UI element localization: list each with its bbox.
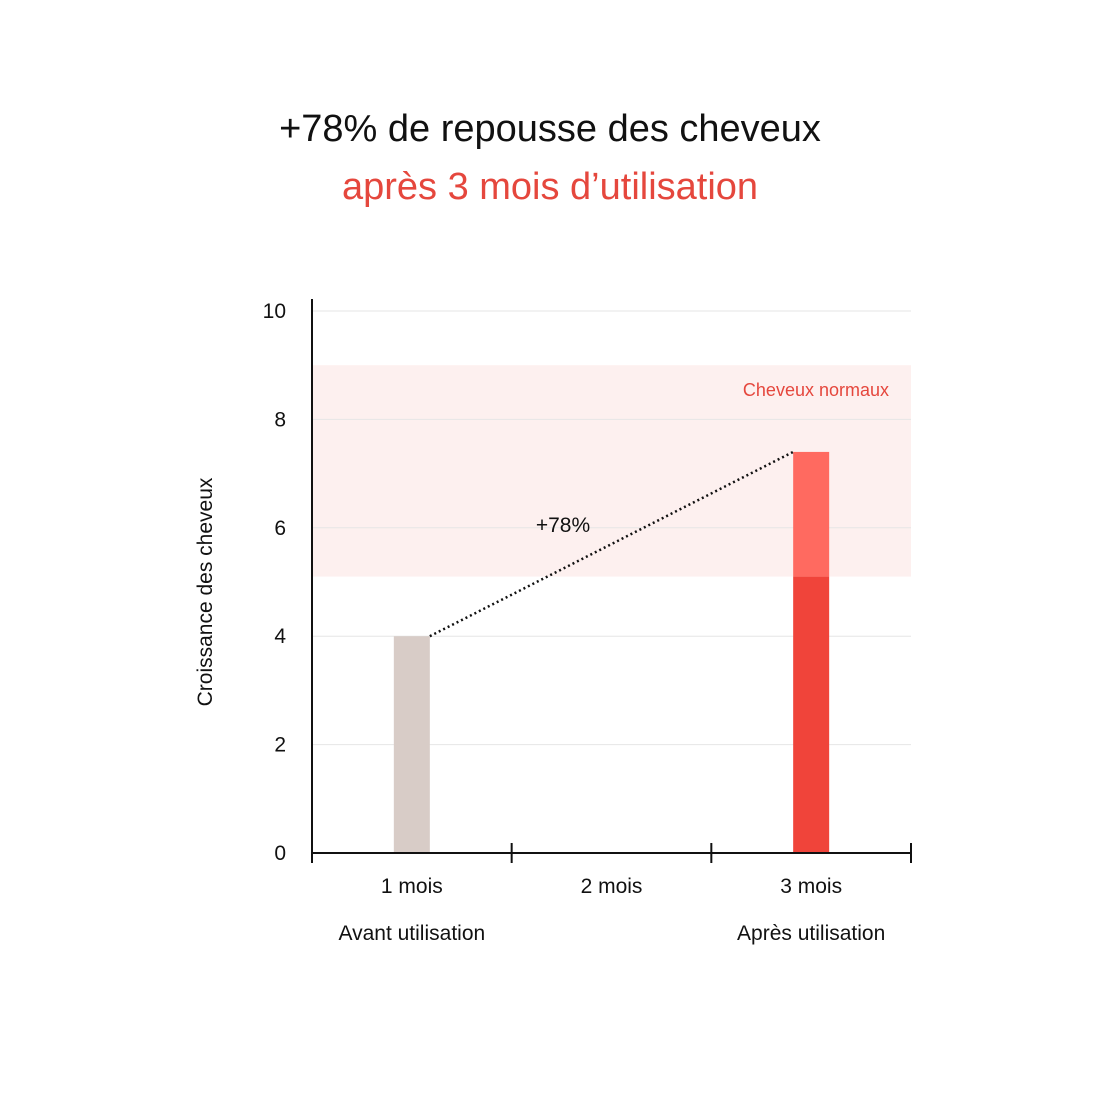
y-axis-label: Croissance des cheveux: [194, 477, 217, 706]
chart-subtitle: après 3 mois d’utilisation: [341, 166, 759, 208]
growth-annotation-label: +78%: [536, 514, 590, 537]
y-tick-label: 0: [274, 842, 286, 865]
x-category-sublabel: Après utilisation: [737, 922, 885, 945]
chart-title: +78% de repousse des cheveux: [279, 108, 821, 150]
band-label: Cheveux normaux: [743, 380, 889, 400]
y-tick-label: 8: [274, 408, 286, 431]
x-category-sublabel: Avant utilisation: [338, 922, 485, 945]
bar-3-lower: [793, 576, 830, 853]
y-tick-label: 4: [274, 625, 286, 648]
x-tick-label: 1 mois: [381, 875, 443, 898]
bar-1: [393, 636, 430, 853]
y-tick-label: 2: [274, 734, 286, 757]
x-tick-label: 3 mois: [780, 875, 842, 898]
y-tick-label: 6: [274, 517, 286, 540]
bar-3-upper: [793, 451, 830, 577]
x-tick-label: 2 mois: [581, 875, 643, 898]
y-tick-label: 10: [263, 300, 286, 323]
